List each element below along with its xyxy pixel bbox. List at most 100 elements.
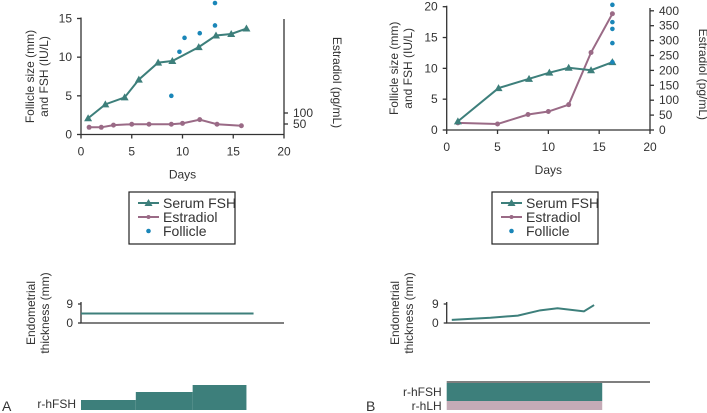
fsh-point <box>545 68 554 76</box>
r-hfsh-label: r-hFSH <box>403 385 442 399</box>
y-tick-label: 10 <box>424 61 438 75</box>
r-hfsh-bar <box>446 383 603 401</box>
estradiol-point <box>86 124 92 130</box>
endometrium-label-line2: thickness (mm) <box>402 272 416 353</box>
y2-tick-label: 150 <box>659 78 679 92</box>
legend-serum-fsh: Serum FSH <box>163 195 236 211</box>
x-tick-label: 15 <box>227 145 241 159</box>
estradiol-point <box>129 121 135 127</box>
fsh-point <box>134 75 143 83</box>
estradiol-point <box>197 117 203 123</box>
y2-tick-label: 250 <box>659 49 679 63</box>
fsh-point <box>564 63 573 71</box>
y-tick-label: 10 <box>59 50 73 64</box>
y-tick-label: 5 <box>431 92 438 106</box>
y2-tick-label: 400 <box>659 4 679 18</box>
x-tick-label: 20 <box>277 145 291 159</box>
legend-serum-fsh: Serum FSH <box>526 195 599 211</box>
follicle-point <box>610 59 615 65</box>
follicle-point <box>610 26 615 32</box>
estradiol-line <box>457 13 614 126</box>
legend-follicle-marker <box>509 228 514 234</box>
estradiol-point <box>588 50 594 56</box>
y2-axis-label: Estradiol (pg/mL) <box>330 37 344 128</box>
fsh-point <box>494 84 503 92</box>
fsh-point <box>144 199 153 206</box>
panel-b: B 0 5 10 15 20051015200501001502002503003504… <box>366 0 707 413</box>
follicle-point <box>197 30 203 36</box>
endometrium-label-line1: Endometrial <box>388 281 402 345</box>
y-axis-label-line1: Follicle size (mm) <box>387 22 401 115</box>
x-tick-label: 10 <box>542 140 556 154</box>
x-axis-label: Days <box>169 168 196 182</box>
r-hfsh-dose-step <box>135 392 193 410</box>
legend-estradiol: Estradiol <box>526 209 580 225</box>
fsh-point <box>242 24 251 32</box>
follicle-point <box>212 0 218 6</box>
x-tick-label: 15 <box>592 140 606 154</box>
fsh-point <box>84 114 93 122</box>
y2-tick-label: 100 <box>293 106 313 120</box>
endometrium-axes <box>446 302 650 324</box>
x-tick-label: 20 <box>643 140 657 154</box>
y-axis-label: Follicle size (mm)and FSH (IU/L) <box>387 22 415 115</box>
y2-axis-label: Estradiol (pg/mL) <box>696 29 707 120</box>
y2-tick-label: 50 <box>293 117 307 131</box>
x-tick-label: 0 <box>78 145 85 159</box>
follicle-point <box>610 19 615 25</box>
fsh-line <box>87 27 247 120</box>
estradiol-point <box>609 11 615 17</box>
follicle-point <box>177 49 182 55</box>
fsh-point <box>194 43 203 51</box>
y-tick-label: 15 <box>59 12 73 26</box>
legend-estradiol-marker <box>509 215 514 219</box>
follicle-point <box>182 35 187 41</box>
x-axis-label: Days <box>535 163 562 177</box>
endometrium-axis-label: Endometrialthickness (mm) <box>24 272 52 353</box>
endometrium-y-tick-label: 0 <box>432 316 439 330</box>
y-tick-label: 5 <box>65 89 72 103</box>
y-axis-label: Follicle size (mm)and FSH (IU/L) <box>23 30 51 123</box>
follicle-point <box>212 23 218 28</box>
y-axis-label-line2: and FSH (IU/L) <box>401 28 415 109</box>
y-axis-label-line1: Follicle size (mm) <box>23 30 37 123</box>
fsh-point <box>525 74 534 82</box>
x-tick-label: 5 <box>494 140 501 154</box>
endometrium-y-tick-label: 9 <box>66 297 73 311</box>
follicle-point <box>610 40 615 46</box>
legend-follicle: Follicle <box>526 223 570 239</box>
fsh-point <box>227 29 236 37</box>
y-tick-label: 0 <box>431 123 438 137</box>
estradiol-point <box>545 109 551 115</box>
estradiol-point <box>146 121 152 127</box>
y-tick-label: 20 <box>424 0 438 14</box>
y2-tick-label: 300 <box>659 34 679 48</box>
legend-follicle-marker <box>146 228 151 234</box>
estradiol-point <box>214 121 220 127</box>
y2-tick-label: 100 <box>659 93 679 107</box>
y2-tick-label: 350 <box>659 19 679 33</box>
endometrium-y-tick-label: 0 <box>66 316 73 330</box>
y-axis-label-line2: and FSH (IU/L) <box>37 36 51 117</box>
r-hlh-bar <box>446 401 603 410</box>
fsh-point <box>101 100 110 108</box>
endometrium-y-tick-label: 9 <box>432 297 439 311</box>
follicle-point <box>169 93 174 99</box>
x-tick-label: 0 <box>443 140 450 154</box>
estradiol-point <box>566 102 572 108</box>
r-hfsh-label: r-hFSH <box>37 397 76 411</box>
r-hfsh-dose-step <box>81 400 136 410</box>
estradiol-point <box>495 121 501 127</box>
y-tick-label: 0 <box>65 128 72 142</box>
fsh-point <box>120 93 129 101</box>
r-hlh-label: r-hLH <box>412 399 442 413</box>
estradiol-point <box>525 112 531 118</box>
panel-label-a: A <box>2 398 12 413</box>
legend-estradiol-marker <box>146 215 151 219</box>
r-hfsh-dose-step <box>192 385 247 410</box>
estradiol-point <box>98 124 104 130</box>
fsh-point <box>587 66 596 74</box>
estradiol-point <box>168 121 174 127</box>
